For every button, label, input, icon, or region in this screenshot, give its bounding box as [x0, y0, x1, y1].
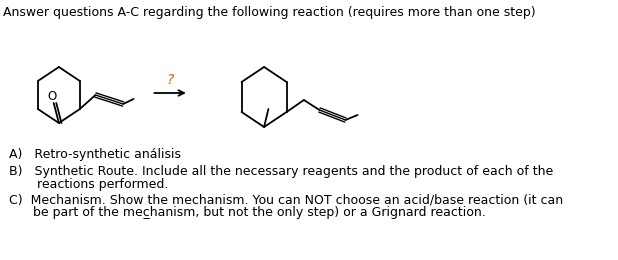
Text: reactions performed.: reactions performed.	[9, 178, 168, 191]
Text: be part of the mec̲hanism, but not the only step) or a Grignard reaction.: be part of the mec̲hanism, but not the o…	[9, 206, 485, 219]
Text: O: O	[48, 89, 57, 102]
Text: B)   Synthetic Route. Include all the necessary reagents and the product of each: B) Synthetic Route. Include all the nece…	[9, 165, 553, 178]
Text: C)  Mechanism. Show the mechanism. You can NOT choose an acid/base reaction (it : C) Mechanism. Show the mechanism. You ca…	[9, 193, 563, 206]
Text: Answer questions A-C regarding the following reaction (requires more than one st: Answer questions A-C regarding the follo…	[4, 6, 536, 19]
Text: ?: ?	[166, 73, 174, 87]
Text: A)   Retro-synthetic análisis: A) Retro-synthetic análisis	[9, 148, 180, 161]
